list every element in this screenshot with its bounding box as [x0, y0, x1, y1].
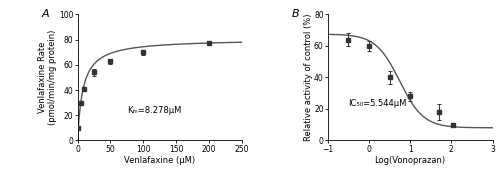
Text: IC₅₀=5.544μM: IC₅₀=5.544μM [348, 99, 407, 108]
X-axis label: Log(Vonoprazan): Log(Vonoprazan) [374, 156, 446, 165]
Text: Kₘ=8.278μM: Kₘ=8.278μM [127, 106, 182, 115]
Y-axis label: Relative activity of control (%): Relative activity of control (%) [304, 14, 312, 141]
Text: A: A [42, 9, 49, 19]
Y-axis label: Venlafaxine Rate
(pmol/min/mg protein): Venlafaxine Rate (pmol/min/mg protein) [38, 30, 58, 125]
Text: B: B [292, 9, 299, 19]
X-axis label: Venlafaxine (μM): Venlafaxine (μM) [124, 156, 196, 165]
